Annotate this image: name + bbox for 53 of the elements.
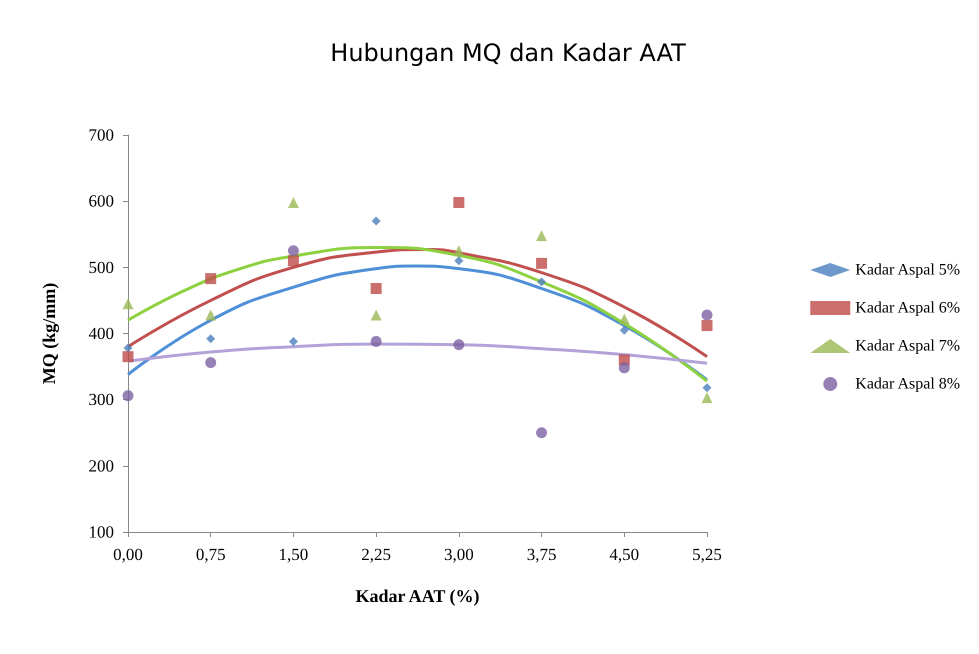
point	[702, 309, 712, 320]
legend-label: Kadar Aspal 6%	[855, 300, 960, 316]
point	[206, 334, 216, 344]
x-tick-label: 0,00	[113, 545, 143, 564]
point	[536, 230, 548, 242]
point	[453, 196, 464, 208]
point	[205, 357, 216, 368]
point	[205, 309, 216, 320]
point	[288, 336, 298, 346]
point	[288, 245, 299, 256]
point	[536, 427, 548, 438]
point	[453, 339, 464, 350]
y-axis-title: MQ (kg/mm)	[39, 282, 59, 384]
x-tick-label: 1,50	[278, 545, 308, 564]
point	[702, 383, 712, 392]
point	[618, 362, 630, 374]
point	[288, 196, 299, 208]
x-tick-label: 2,25	[361, 545, 392, 564]
y-tick-label: 400	[88, 324, 114, 343]
point	[454, 256, 464, 266]
y-tick-label: 100	[88, 522, 114, 542]
point	[536, 258, 548, 269]
x-tick-label: 3,00	[444, 545, 474, 564]
legend-label: Kadar Aspal 5%	[855, 262, 960, 278]
point	[370, 283, 382, 294]
legend-label: Kadar Aspal 7%	[855, 338, 960, 354]
x-tick-label: 4,50	[609, 545, 640, 564]
x-tick-label: 0,75	[196, 545, 226, 564]
x-axis-title: Kadar AAT (%)	[355, 586, 480, 606]
point	[288, 255, 299, 266]
point	[122, 298, 134, 310]
point	[702, 320, 712, 332]
point	[124, 344, 132, 353]
point	[205, 273, 216, 284]
y-tick-label: 500	[88, 258, 114, 277]
x-tick-label: 3,75	[526, 545, 556, 564]
point	[122, 351, 134, 362]
y-tick-label: 700	[88, 126, 114, 144]
y-tick-label: 300	[88, 390, 114, 410]
point	[370, 309, 382, 320]
point	[453, 245, 464, 256]
point	[618, 313, 630, 324]
point	[370, 336, 382, 347]
y-tick-label: 200	[88, 456, 114, 476]
y-tick-label: 600	[88, 192, 114, 211]
point	[620, 326, 629, 335]
point	[537, 277, 546, 286]
point	[122, 390, 134, 402]
chart-title: Hubungan MQ dan Kadar AAT	[330, 39, 686, 67]
point	[702, 392, 712, 404]
point	[372, 216, 381, 226]
legend-label: Kadar Aspal 8%	[855, 376, 960, 392]
x-tick-label: 5,25	[692, 545, 722, 564]
